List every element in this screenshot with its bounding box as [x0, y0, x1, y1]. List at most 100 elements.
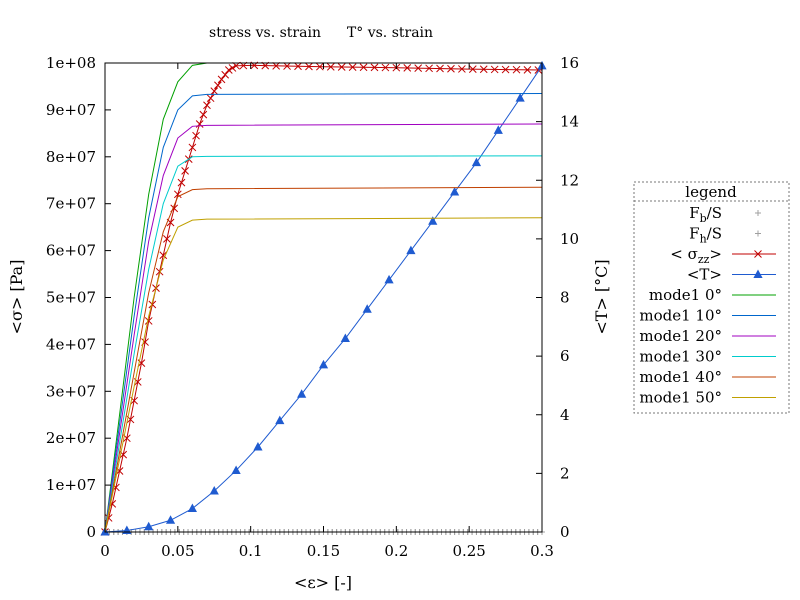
x-tick-label: 0.05	[161, 542, 194, 560]
legend-label: mode1 10°	[639, 307, 722, 325]
data-point	[275, 415, 285, 425]
y2-tick-label: 12	[560, 171, 579, 189]
data-point	[210, 87, 219, 95]
y-tick-label: 2e+07	[46, 429, 96, 447]
data-point	[381, 63, 390, 72]
y2-tick-label: 6	[560, 347, 570, 365]
y2-tick-label: 0	[560, 523, 570, 541]
y2-axis-label: <T> [°C]	[592, 259, 611, 334]
y-tick-label: 7e+07	[46, 195, 96, 213]
data-point	[181, 167, 189, 175]
chart-title-left: stress vs. strain	[209, 25, 321, 41]
legend-item-m0: mode1 0°	[649, 286, 776, 304]
data-point	[501, 65, 510, 74]
legend-label: mode1 30°	[639, 348, 722, 366]
series-line-m40	[104, 186, 543, 533]
data-point	[348, 63, 357, 71]
series-m30	[104, 155, 543, 533]
series-line-m20	[104, 123, 543, 533]
data-point	[188, 143, 197, 152]
data-point	[370, 63, 379, 72]
legend-label: < σzz>	[670, 245, 722, 266]
legend-label-sub: b	[700, 212, 707, 225]
data-point	[406, 245, 416, 255]
y-tick-label: 8e+07	[46, 148, 96, 166]
x-tick-label: 0.3	[530, 542, 554, 560]
plot-marks	[100, 60, 547, 536]
legend-item-m10: mode1 10°	[639, 307, 776, 325]
legend-label-sub: h	[700, 233, 707, 246]
series-line-m10	[104, 92, 543, 533]
legend-marker	[755, 210, 761, 216]
legend-item-m30: mode1 30°	[639, 348, 776, 366]
series-t	[100, 60, 547, 536]
data-point	[224, 66, 233, 74]
data-point	[523, 65, 532, 74]
legend-label: mode1 50°	[639, 389, 722, 407]
data-point	[428, 216, 438, 225]
series-line-szz	[104, 64, 543, 533]
legend-label-main: mode1 40°	[639, 368, 722, 386]
data-point	[340, 333, 350, 343]
legend-label-main: < σ	[670, 245, 698, 263]
data-point	[144, 521, 154, 531]
y-tick-label: 1e+07	[46, 476, 96, 494]
x-tick-label: 0.25	[452, 542, 485, 560]
y-tick-label: 9e+07	[46, 101, 96, 119]
data-point	[155, 267, 164, 276]
legend-label-tail: /S	[707, 204, 722, 222]
data-point	[414, 64, 423, 72]
legend-item-m40: mode1 40°	[639, 368, 776, 386]
data-point	[159, 251, 168, 260]
legend-marker	[755, 230, 761, 237]
data-point	[490, 65, 499, 74]
data-point	[512, 65, 521, 74]
series-m10	[104, 92, 543, 533]
series-m50	[104, 217, 543, 533]
data-point	[163, 235, 171, 243]
x-axis-label: <ε> [-]	[294, 573, 352, 592]
data-point	[177, 178, 186, 187]
data-point	[362, 304, 372, 313]
data-point	[359, 63, 368, 72]
data-point	[214, 81, 222, 90]
data-point	[471, 157, 482, 167]
data-point	[450, 186, 460, 196]
y2-tick-label: 14	[560, 113, 579, 131]
legend-item-szz: < σzz>	[670, 245, 776, 266]
data-point	[458, 65, 466, 73]
y-tick-label: 3e+07	[46, 382, 96, 400]
legend-marker	[754, 250, 762, 258]
y2-tick-label: 8	[560, 289, 570, 307]
y-tick-label: 0	[86, 523, 96, 541]
legend-label: mode1 20°	[639, 327, 722, 345]
legend-title: legend	[685, 183, 737, 201]
series-m40	[104, 186, 543, 533]
data-point	[384, 274, 394, 284]
data-point	[493, 125, 503, 134]
data-point	[468, 65, 477, 73]
data-point	[231, 465, 241, 474]
data-point	[403, 64, 412, 72]
data-point	[305, 62, 313, 71]
data-point	[187, 503, 197, 513]
legend-label: <T>	[687, 266, 722, 284]
plot-frame	[104, 62, 543, 533]
y-tick-label: 6e+07	[46, 242, 96, 260]
legend-label-tail: >	[709, 245, 722, 263]
data-point	[283, 62, 291, 70]
legend-label-main: mode1 0°	[649, 286, 722, 304]
data-point	[316, 62, 324, 71]
data-point	[294, 62, 302, 71]
axes: 0 0.05 0.1 0.15 0.2 0.25 0.3 0 1e+07 2e+07 3e+07 4e…	[46, 54, 579, 560]
y-axis-label: <σ> [Pa]	[7, 260, 26, 335]
y-tick-label: 4e+07	[46, 335, 96, 353]
series-m20	[104, 123, 543, 533]
legend-label-main: mode1 50°	[639, 389, 722, 407]
series-line-t	[104, 65, 543, 533]
data-point	[221, 70, 230, 79]
data-point	[206, 94, 215, 103]
data-point	[479, 65, 488, 74]
series-line-m0	[104, 62, 542, 533]
y2-tick-label: 16	[560, 54, 579, 72]
